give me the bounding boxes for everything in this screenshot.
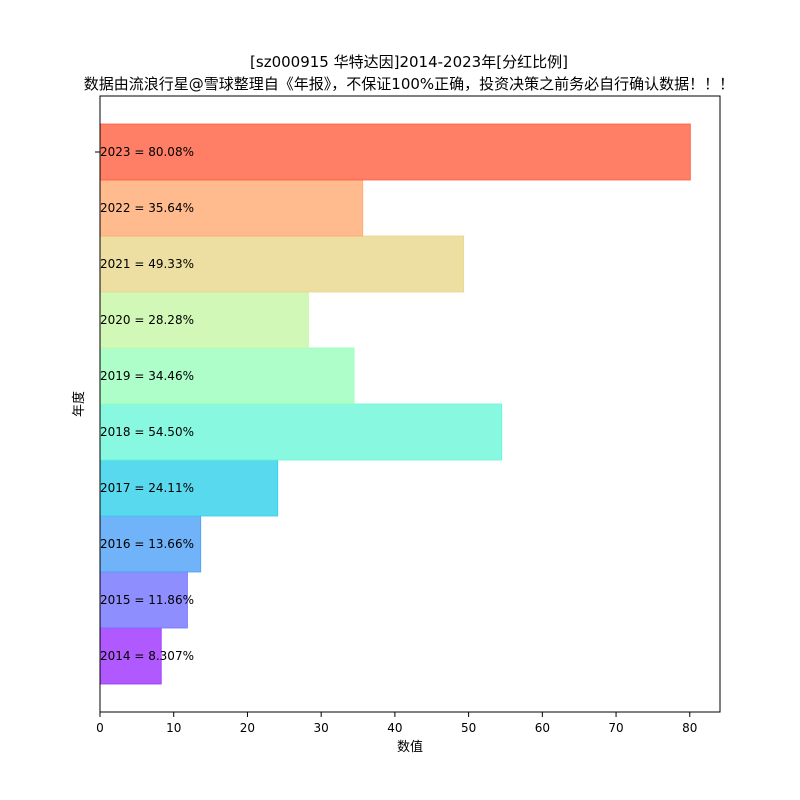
bar-label-2023: 2023 = 80.08% [100,145,194,159]
x-tick-label: 20 [240,721,255,735]
bar-label-2022: 2022 = 35.64% [100,201,194,215]
x-tick-label: 70 [608,721,623,735]
x-tick-label: 0 [96,721,104,735]
bar-2020 [99,291,309,349]
bar-label-2017: 2017 = 24.11% [100,481,194,495]
x-tick-label: 50 [461,721,476,735]
bar-2023 [99,123,691,181]
bar-label-2021: 2021 = 49.33% [100,257,194,271]
x-axis-ticks: 0 10 20 30 40 50 60 70 80 [96,712,697,735]
y-axis-label: 年度 [71,391,87,417]
bar-label-2018: 2018 = 54.50% [100,425,194,439]
bar-2019 [99,347,355,405]
bar-label-2016: 2016 = 13.66% [100,537,194,551]
bar-2018 [99,403,503,461]
bars-group [99,123,691,685]
bar-2021 [99,235,465,293]
chart-title: [sz000915 华特达因]2014-2023年[分红比例] [250,53,568,71]
bar-label-2014: 2014 = 8.307% [100,649,194,663]
x-tick-label: 80 [682,721,697,735]
bar-labels-group: 2014 = 8.307% 2015 = 11.86% 2016 = 13.66% 2… [100,145,194,663]
x-tick-label: 60 [535,721,550,735]
x-tick-label: 10 [166,721,181,735]
x-tick-label: 30 [314,721,329,735]
x-axis-label: 数值 [397,739,423,755]
bar-label-2019: 2019 = 34.46% [100,369,194,383]
plot-frame [99,95,721,713]
bar-label-2020: 2020 = 28.28% [100,313,194,327]
chart-subtitle: 数据由流浪行星@雪球整理自《年报》，不保证100%正确，投资决策之前务必自行确认… [84,75,734,93]
bar-label-2015: 2015 = 11.86% [100,593,194,607]
bar-2015 [99,571,188,629]
bar-2017 [99,459,279,517]
x-tick-label: 40 [387,721,402,735]
bar-2014 [99,627,162,685]
